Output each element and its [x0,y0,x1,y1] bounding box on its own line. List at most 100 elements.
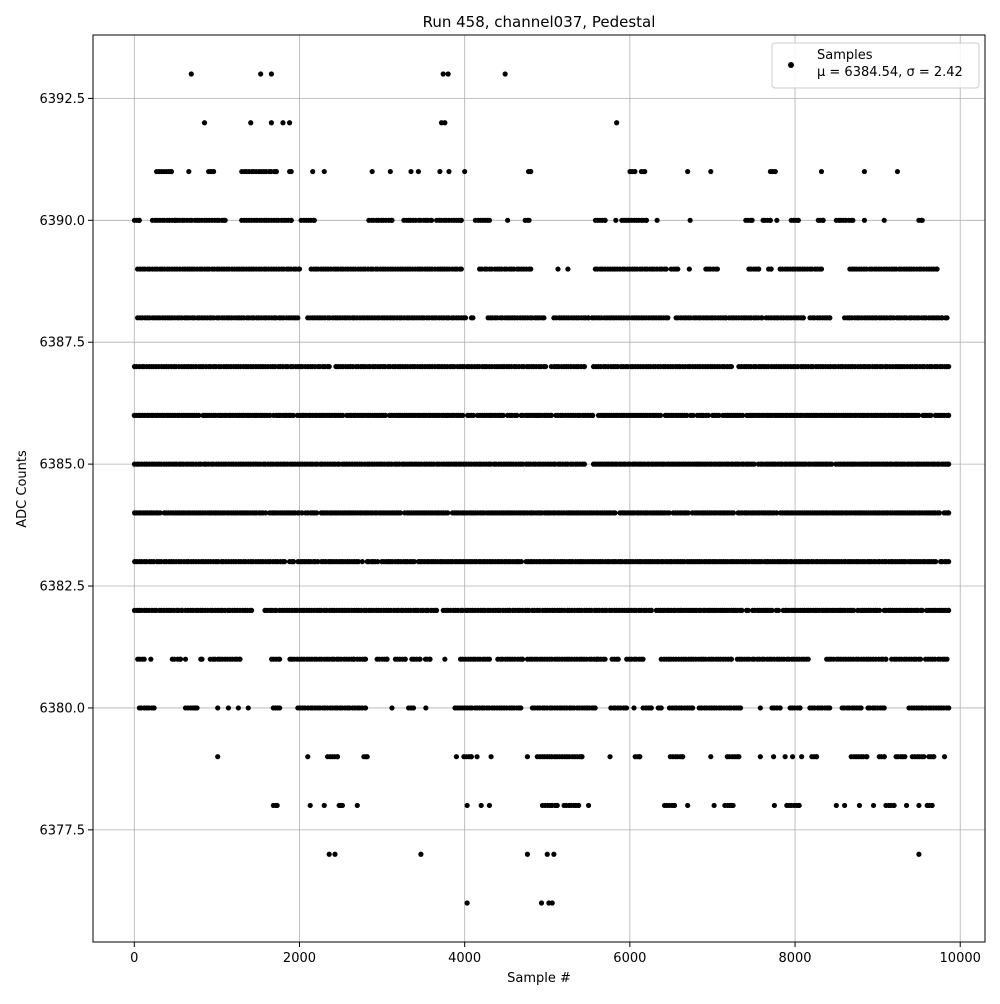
data-point [829,461,835,467]
data-point [818,266,825,272]
data-point [397,510,404,516]
data-point [756,266,762,272]
data-point [795,217,801,223]
data-point [818,168,825,175]
data-point [946,363,952,370]
y-tick-label: 6377.5 [40,823,86,838]
legend-box [771,42,980,89]
data-point [576,802,582,809]
x-tick-label: 0 [130,951,138,966]
data-point [288,168,294,175]
data-point [524,754,531,760]
data-point [714,266,721,272]
data-point [799,754,805,760]
data-point [462,168,468,175]
data-point [856,802,863,809]
data-point [663,266,669,272]
data-point [524,851,531,857]
data-point [274,802,280,809]
data-point [248,607,255,614]
data-point [446,168,452,175]
x-tick-label: 6000 [613,951,646,966]
data-point [919,607,925,614]
data-point [526,217,532,223]
axes-frame [92,34,986,943]
data-point [307,802,313,809]
data-point [737,705,744,711]
data-point [820,217,826,223]
data-point [931,754,937,760]
data-point [411,559,417,565]
data-point [268,71,274,77]
data-point [657,412,664,418]
data-point [675,266,681,272]
data-point [518,705,524,711]
data-point [805,656,811,662]
data-point [210,168,217,175]
data-point [789,754,796,760]
x-tick-label: 10000 [940,951,981,966]
data-point [685,168,691,175]
data-point [157,510,163,516]
data-point [429,217,435,223]
data-point [771,802,777,809]
data-point [305,754,311,760]
data-point [632,168,638,175]
data-point [903,802,910,809]
data-point [296,266,303,272]
data-point [464,802,470,809]
data-point [387,168,393,175]
data-point [389,705,395,711]
x-tick-label: 8000 [778,951,811,966]
data-point [739,607,745,614]
data-point [708,168,714,175]
data-point [797,705,803,711]
data-point [602,217,608,223]
data-point [769,607,775,614]
data-point [541,315,547,321]
data-point [514,412,520,418]
data-point [602,656,608,662]
data-point [295,315,301,321]
data-point [369,168,375,175]
data-point [551,851,557,857]
x-axis-ticks: 0 2000 4000 6000 8000 10000 [130,942,981,966]
data-point [615,656,621,662]
data-point [946,461,952,467]
data-point [474,754,480,760]
data-point [772,168,778,175]
data-point [389,217,395,223]
data-point [464,900,470,906]
x-tick-label: 2000 [283,951,316,966]
data-point [749,217,755,223]
data-point [486,656,493,662]
data-point [478,802,484,809]
data-point [774,510,780,516]
data-point [311,217,317,223]
data-point [782,754,788,760]
data-point [864,754,870,760]
data-point [417,656,423,662]
data-point [745,607,751,614]
data-point [364,754,370,760]
data-point [827,315,833,321]
data-point [796,802,802,809]
data-point [290,412,296,418]
data-point [445,510,451,516]
data-point [277,656,283,662]
data-point [590,412,596,418]
data-point [883,656,889,662]
data-point [543,363,549,370]
data-point [827,705,833,711]
data-point [462,315,469,321]
data-point [437,168,443,175]
data-point [658,705,664,711]
data-point [916,802,922,809]
legend-stats-label: μ = 6384.54, σ = 2.42 [817,65,963,80]
data-point [581,363,588,370]
data-point [705,412,711,418]
data-point [929,802,935,809]
data-point [690,705,696,711]
data-point [944,656,950,662]
data-point [321,168,327,175]
